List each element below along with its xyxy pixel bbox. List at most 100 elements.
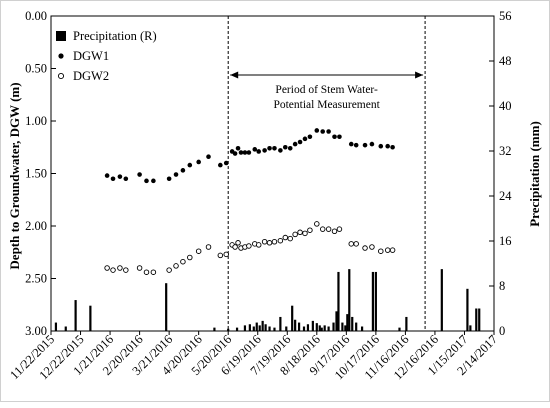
dgw2-point — [110, 267, 116, 273]
x-axis: 11/22/201512/22/20151/21/20162/20/20163/… — [7, 331, 500, 382]
dgw2-point — [353, 241, 359, 247]
period-arrow-head-right — [415, 71, 424, 79]
dgw1-point — [385, 143, 390, 149]
dgw1-point — [292, 141, 298, 147]
right-y-axis-title: Precipitation (mm) — [527, 121, 542, 227]
left-y-tick-label: 0.00 — [25, 9, 47, 23]
dgw2-point — [173, 263, 179, 269]
precipitation-bar — [337, 271, 340, 331]
right-y-tick-label: 16 — [499, 234, 512, 248]
dgw1-point — [110, 176, 116, 182]
dgw2-point — [123, 267, 129, 273]
dgw2-point — [235, 240, 241, 246]
dgw2-point — [223, 251, 229, 258]
dgw2-point — [302, 230, 308, 237]
right-y-tick-label: 56 — [499, 9, 512, 23]
dgw1-point — [369, 141, 375, 147]
dgw1-point — [307, 134, 313, 140]
dgw1-point — [206, 154, 211, 159]
dgw1-point — [348, 141, 354, 147]
dgw2-point — [307, 227, 313, 233]
dgw2-point — [136, 265, 143, 271]
right-y-tick-label: 24 — [499, 189, 512, 203]
dgw2-point — [150, 269, 157, 275]
dgw2-point — [187, 254, 193, 261]
dgw2-point — [314, 221, 320, 227]
precipitation-bar — [235, 327, 239, 331]
legend: Precipitation (R) DGW1 DGW2 — [56, 29, 157, 83]
precipitation-bar — [252, 326, 255, 331]
precipitation-bar — [306, 324, 310, 331]
dgw1-point — [180, 168, 186, 173]
precipitation-bar — [213, 327, 216, 331]
precipitation-bar — [64, 326, 67, 331]
dgw2-point — [384, 247, 391, 253]
dgw1-point — [390, 144, 395, 150]
precipitation-bar — [323, 325, 326, 331]
dgw2-point — [180, 258, 186, 265]
precipitation-bar — [335, 311, 338, 331]
precipitation-bar — [478, 308, 481, 331]
precipitation-bar — [89, 305, 92, 331]
dgw1-point — [252, 147, 258, 152]
dgw2-point — [362, 245, 368, 251]
dgw1-point — [235, 146, 241, 151]
precipitation-bar — [344, 325, 347, 331]
precipitation-bar — [341, 322, 344, 331]
precipitation-bar — [398, 327, 401, 331]
dgw1-point — [137, 172, 142, 177]
right-y-tick-label: 48 — [499, 54, 512, 68]
dgw2-point — [195, 248, 202, 254]
dgw2-point — [217, 252, 224, 259]
precipitation-bar — [261, 320, 264, 331]
dgw2-series — [104, 221, 396, 275]
dgw2-point — [369, 244, 375, 250]
left-y-tick-label: 1.00 — [25, 114, 47, 128]
dgw2-point — [319, 226, 326, 232]
dgw2-point — [166, 267, 172, 273]
precipitation-bar — [258, 325, 261, 331]
left-y-tick-label: 3.00 — [25, 324, 47, 338]
dgw1-point — [332, 134, 337, 140]
left-y-tick-label: 0.50 — [25, 62, 47, 76]
precipitation-bar — [255, 322, 258, 331]
dgw2-point — [271, 238, 278, 245]
dgw1-point — [282, 144, 288, 150]
dgw2-point — [331, 228, 338, 234]
measurement-period-annotation: Period of Stem Water- Potential Measureme… — [227, 16, 426, 331]
precipitation-bar — [264, 324, 267, 331]
dgw2-point — [287, 235, 293, 242]
dgw1-point — [302, 136, 308, 142]
dgw1-point — [151, 178, 156, 184]
dgw1-point — [272, 146, 277, 151]
dgw1-point — [223, 160, 229, 166]
dgw1-point — [218, 162, 223, 168]
legend-label: DGW2 — [73, 69, 109, 83]
precipitation-bar — [469, 325, 472, 331]
dgw1-point — [262, 148, 267, 153]
precipitation-bar — [320, 327, 323, 331]
precipitation-bar — [74, 300, 77, 331]
period-annotation-text: Period of Stem Water- — [275, 84, 378, 96]
dgw2-point — [277, 237, 284, 244]
legend-label: Precipitation (R) — [73, 29, 157, 43]
precipitation-bar — [475, 308, 478, 331]
dgw2-point — [143, 269, 150, 275]
dgw1-point — [242, 150, 248, 155]
legend-open-circle-swatch — [57, 72, 65, 80]
legend-filled-circle-swatch — [58, 53, 64, 59]
right-y-tick-label: 32 — [499, 144, 512, 158]
dgw2-point — [246, 243, 252, 249]
precipitation-bar — [165, 283, 168, 331]
dgw2-point — [282, 234, 289, 241]
precipitation-bar — [374, 271, 377, 331]
left-y-tick-label: 1.50 — [25, 167, 47, 181]
dgw1-point — [256, 149, 262, 154]
dgw2-point — [348, 241, 355, 247]
precipitation-bar — [227, 328, 230, 331]
precipitation-bar — [332, 322, 335, 331]
right-y-tick-label: 40 — [499, 99, 512, 113]
dgw1-point — [173, 172, 179, 177]
dgw1-point — [378, 143, 384, 149]
